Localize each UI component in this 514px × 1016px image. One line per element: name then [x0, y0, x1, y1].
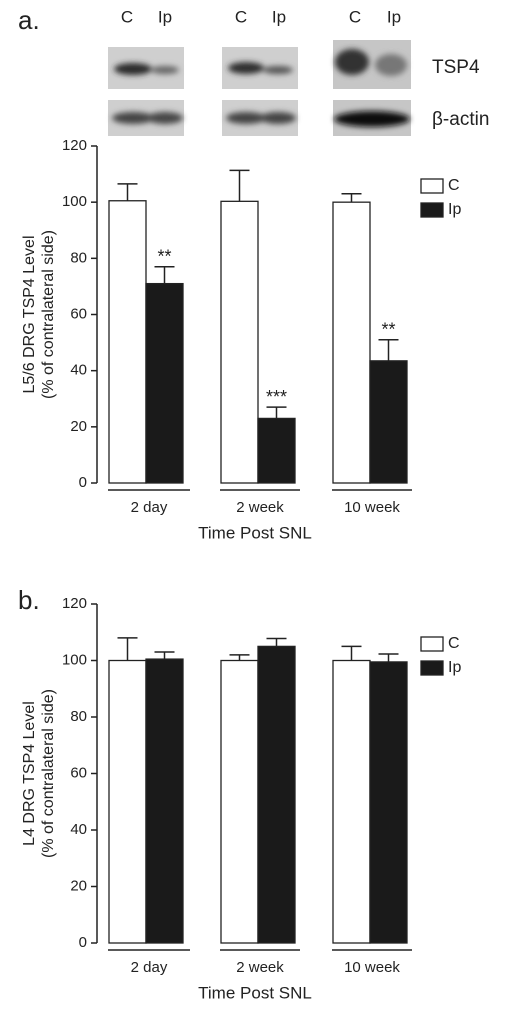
bar — [257, 417, 296, 484]
legend-label: C — [448, 635, 460, 652]
x-tick-label: 10 week — [344, 959, 400, 976]
panel-label: b. — [18, 585, 40, 615]
lane-label: C — [235, 7, 247, 26]
y-axis-label: L4 DRG TSP4 Level — [21, 701, 38, 846]
bar — [369, 360, 408, 484]
y-tick-label: 120 — [62, 137, 87, 154]
y-tick-label: 0 — [79, 934, 87, 951]
bar — [220, 200, 259, 484]
significance-label: ** — [157, 247, 171, 267]
y-tick-label: 40 — [70, 821, 87, 838]
lane-label: Ip — [158, 7, 172, 26]
y-tick-label: 40 — [70, 362, 87, 379]
bar — [332, 659, 371, 944]
bar — [332, 201, 371, 484]
x-axis-label: Time Post SNL — [198, 983, 312, 1002]
y-axis-label: L5/6 DRG TSP4 Level — [21, 235, 38, 393]
blot-row-label: TSP4 — [432, 57, 480, 78]
bar — [145, 282, 184, 484]
y-tick-label: 120 — [62, 595, 87, 612]
significance-label: *** — [266, 387, 287, 407]
legend-swatch — [420, 660, 444, 676]
x-tick-label: 2 week — [236, 959, 284, 976]
legend-swatch — [420, 178, 444, 194]
y-tick-label: 80 — [70, 249, 87, 266]
bar — [145, 658, 184, 944]
lane-label: C — [121, 7, 133, 26]
blot-images — [108, 40, 411, 136]
legend-swatch — [420, 636, 444, 652]
y-tick-label: 60 — [70, 305, 87, 322]
bar — [220, 659, 259, 944]
x-tick-label: 2 day — [131, 499, 168, 516]
bar — [108, 659, 147, 944]
y-tick-label: 60 — [70, 764, 87, 781]
x-tick-label: 2 day — [131, 959, 168, 976]
bar — [108, 200, 147, 484]
x-tick-label: 10 week — [344, 499, 400, 516]
legend-label: Ip — [448, 659, 461, 676]
y-tick-label: 0 — [79, 474, 87, 491]
bar — [369, 661, 408, 944]
legend-label: Ip — [448, 201, 461, 218]
blot-bands — [112, 49, 410, 127]
y-tick-label: 20 — [70, 418, 87, 435]
x-tick-label: 2 week — [236, 499, 284, 516]
lane-label: Ip — [387, 7, 401, 26]
y-tick-label: 100 — [62, 193, 87, 210]
lane-label: C — [349, 7, 361, 26]
y-axis-label: (% of contralateral side) — [40, 230, 57, 399]
bar — [257, 645, 296, 944]
y-tick-label: 100 — [62, 651, 87, 668]
y-tick-label: 80 — [70, 708, 87, 725]
significance-label: ** — [381, 320, 395, 340]
x-axis-label: Time Post SNL — [198, 523, 312, 542]
lane-label: Ip — [272, 7, 286, 26]
y-tick-label: 20 — [70, 877, 87, 894]
blot-row-label: β-actin — [432, 109, 489, 130]
panel-label: a. — [18, 5, 40, 35]
legend-swatch — [420, 202, 444, 218]
y-axis-label: (% of contralateral side) — [40, 689, 57, 858]
legend-label: C — [448, 177, 460, 194]
